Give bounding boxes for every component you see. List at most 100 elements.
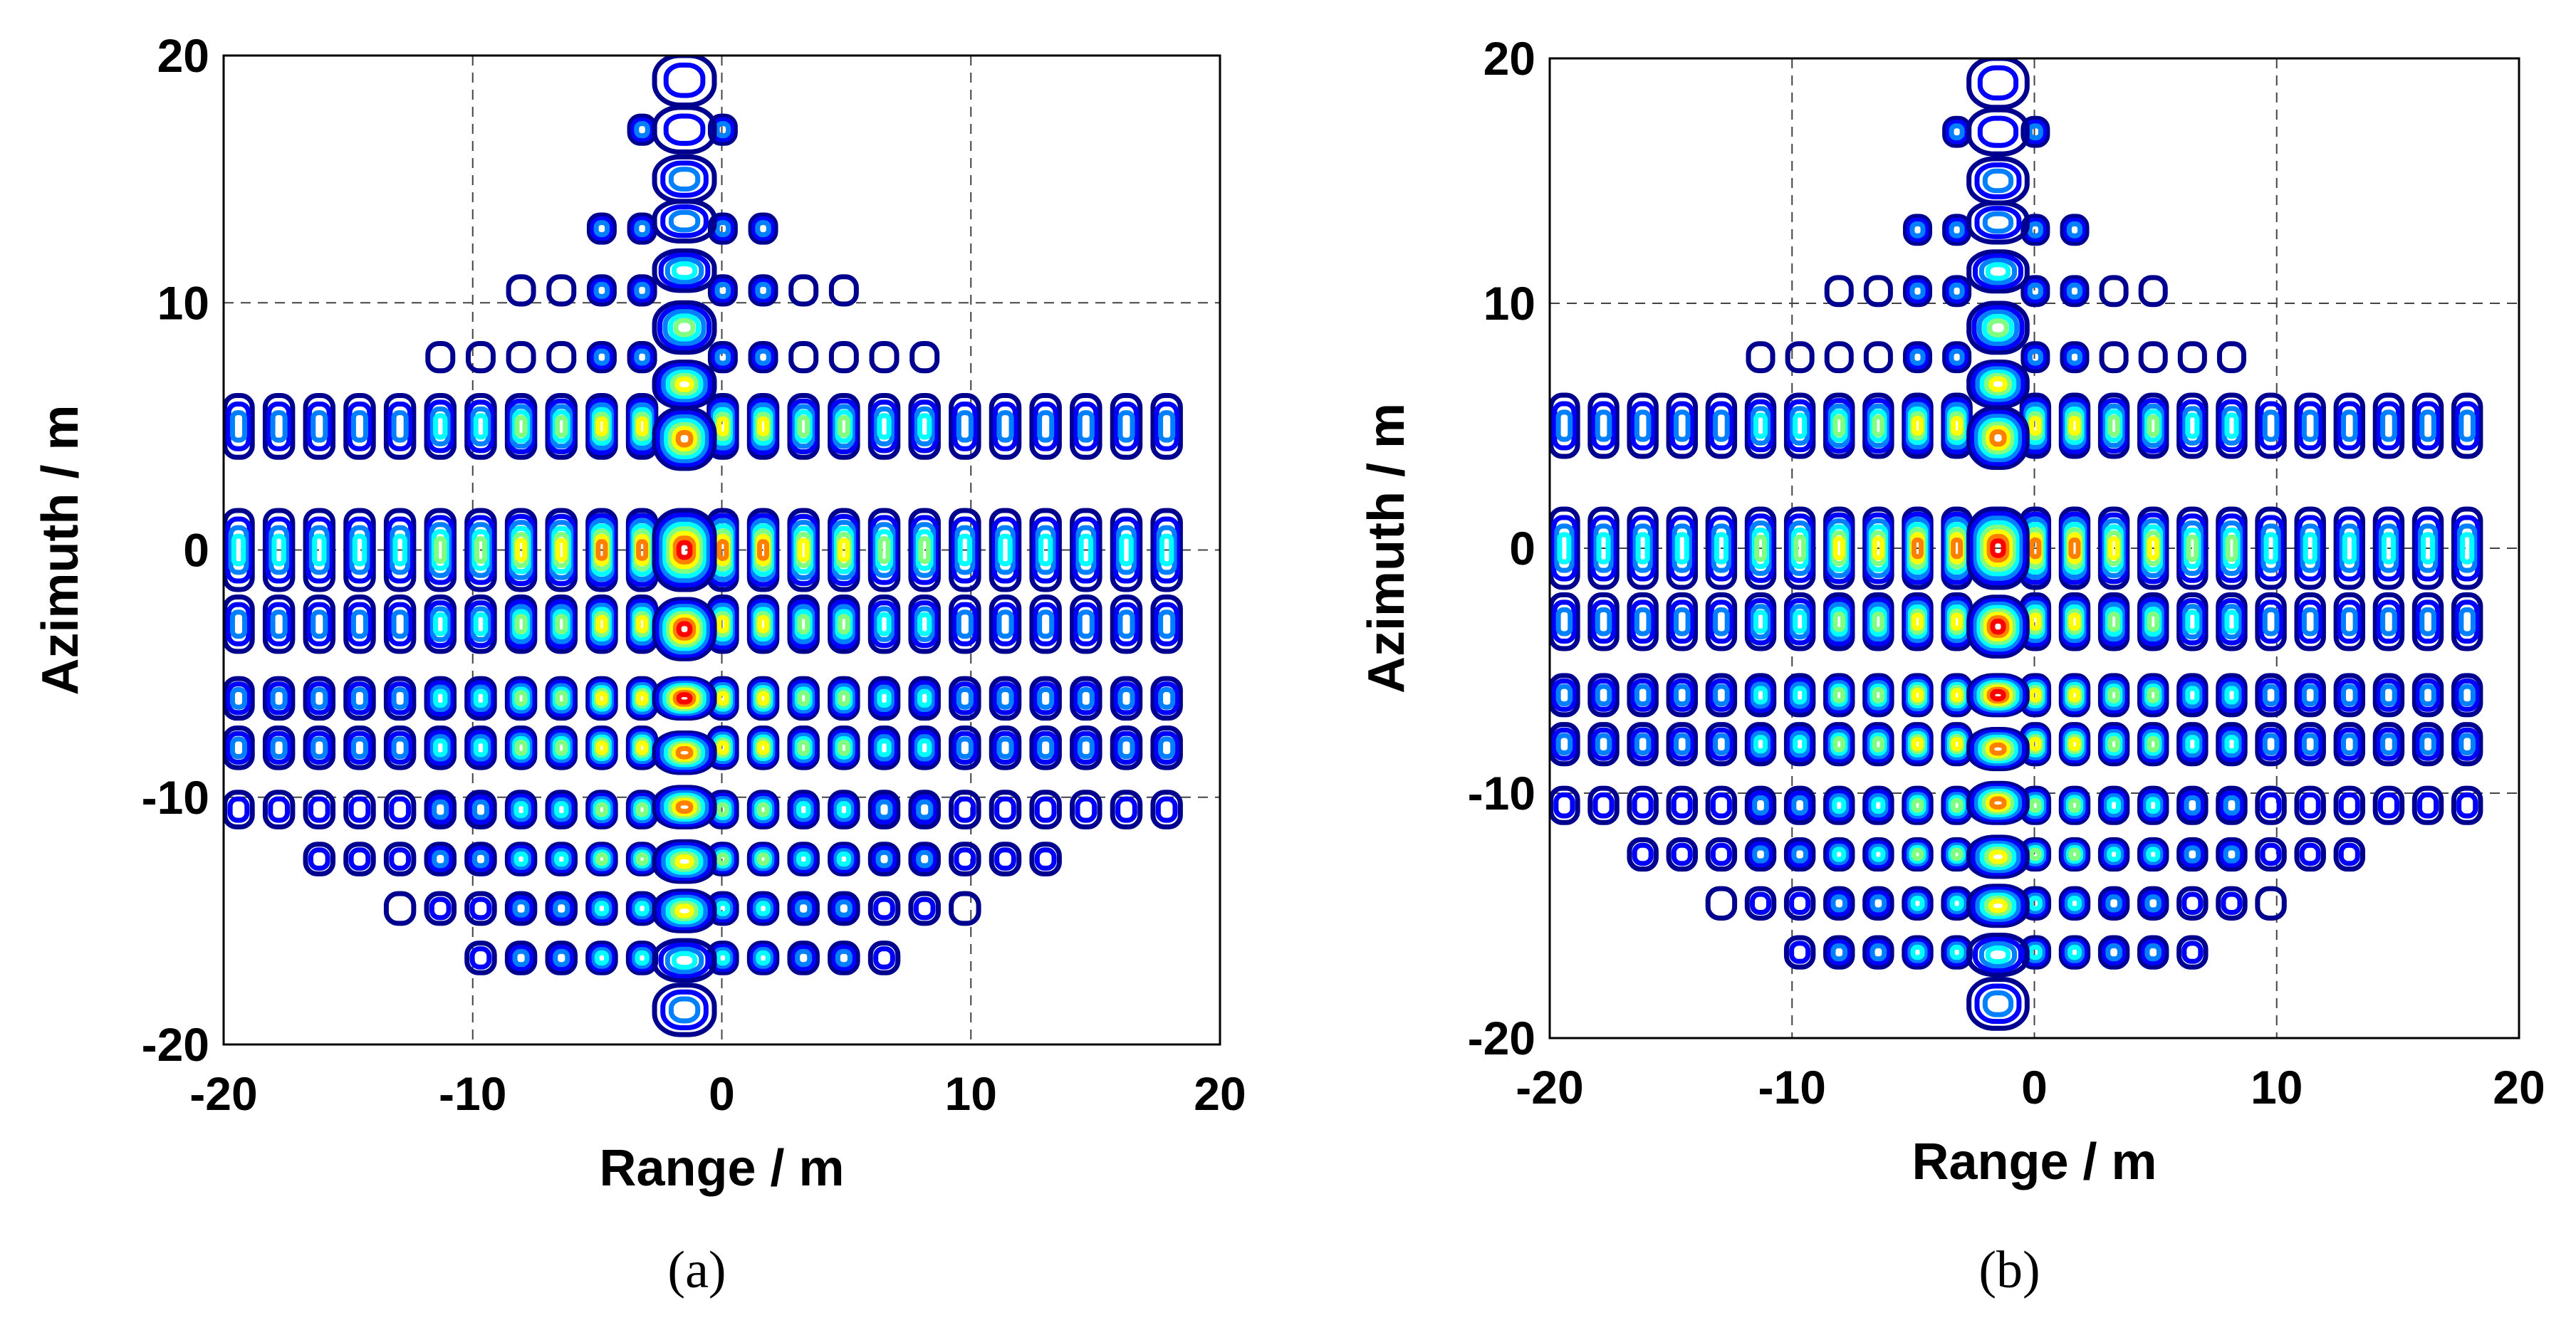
contour-ring <box>1750 891 1772 916</box>
y-tick-label: 10 <box>1483 277 1535 330</box>
contour-ring <box>2372 673 2405 718</box>
contour-ring <box>391 410 409 443</box>
contour-ring <box>750 943 777 973</box>
contour-ring <box>1832 611 1846 632</box>
contour-ring <box>652 785 717 829</box>
contour-ring <box>506 341 536 374</box>
contour-ring <box>2457 523 2478 573</box>
contour-ring <box>2029 416 2042 436</box>
contour-ring <box>1951 612 1964 631</box>
contour-ring <box>652 508 717 592</box>
contour-ring <box>348 847 371 871</box>
contour-ring <box>387 681 413 716</box>
contour-ring <box>1595 607 1612 637</box>
contour-ring <box>352 533 367 567</box>
contour-ring <box>1713 733 1730 755</box>
contour-ring <box>1591 401 1616 451</box>
contour-ring <box>908 676 941 721</box>
contour-ring <box>831 895 857 922</box>
contour-ring <box>1862 935 1894 970</box>
contour-ring <box>2181 891 2204 916</box>
contour-ring <box>663 113 706 146</box>
contour-ring <box>1978 788 2018 817</box>
contour-ring <box>553 948 570 968</box>
contour-ring <box>2221 730 2242 758</box>
contour-ring <box>268 796 290 823</box>
contour-ring <box>311 736 328 760</box>
contour-ring <box>2066 348 2083 366</box>
contour-ring <box>548 895 574 922</box>
contour-ring <box>659 414 709 464</box>
contour-ring <box>908 392 941 460</box>
contour-ring <box>636 691 649 706</box>
contour-ring <box>2411 506 2444 590</box>
contour-ring <box>1871 847 1886 862</box>
contour-ring <box>2301 409 2319 442</box>
contour-ring <box>1945 120 1968 145</box>
contour-ring <box>2146 797 2161 815</box>
contour-ring <box>427 795 453 825</box>
contour-ring <box>1747 677 1774 713</box>
contour-ring <box>2179 598 2206 646</box>
contour-ring <box>1823 785 1855 825</box>
contour-ring <box>593 348 610 366</box>
contour-ring <box>1945 345 1968 370</box>
contour-ring <box>1791 845 1808 864</box>
contour-ring <box>1555 733 1573 755</box>
contour-ring <box>835 899 852 918</box>
contour-ring <box>1949 348 1965 366</box>
contour-ring <box>872 846 897 873</box>
contour-ring <box>1978 258 2018 286</box>
contour-ring <box>1154 602 1179 646</box>
contour-ring <box>1587 785 1620 825</box>
contour-ring <box>1971 837 2025 876</box>
contour-ring <box>2147 414 2160 437</box>
contour-ring <box>1119 533 1134 567</box>
contour-ring <box>707 341 738 374</box>
contour-ring <box>836 801 852 819</box>
contour-ring <box>1029 594 1062 654</box>
contour-ring <box>674 376 694 392</box>
contour-ring <box>2380 607 2397 637</box>
contour-ring <box>672 743 697 763</box>
contour-ring <box>469 946 492 970</box>
contour-ring <box>949 790 981 829</box>
contour-ring <box>514 614 528 635</box>
contour-ring <box>2218 726 2245 763</box>
contour-ring <box>746 891 780 926</box>
contour-ring <box>1746 341 1775 374</box>
contour-ring <box>1966 406 2030 470</box>
contour-ring <box>1150 594 1183 654</box>
contour-ring <box>2064 892 2085 914</box>
contour-ring <box>1709 599 1733 644</box>
contour-ring <box>1872 687 1885 703</box>
x-tick-label: 0 <box>709 1067 735 1120</box>
contour-ring <box>2141 939 2166 966</box>
contour-ring <box>1034 796 1057 823</box>
contour-ring <box>1666 837 1698 872</box>
contour-ring <box>1669 515 1695 582</box>
contour-ring <box>674 904 694 918</box>
panel-b: -20 -10 0 10 20 -20 -10 0 10 20 Range / m Azimuth /… <box>1358 32 2545 1299</box>
contour-ring <box>1983 372 2013 396</box>
contour-ring <box>434 536 447 564</box>
contour-ring <box>2372 785 2405 825</box>
contour-ring <box>515 538 528 562</box>
x-tick-label: 20 <box>2493 1061 2545 1114</box>
contour-ring <box>714 121 731 139</box>
contour-ring <box>1587 722 1620 767</box>
contour-ring <box>1073 402 1099 451</box>
contour-ring <box>1862 886 1894 921</box>
contour-ring <box>1150 676 1183 721</box>
contour-ring <box>2216 722 2248 767</box>
contour-ring <box>908 594 941 654</box>
contour-ring <box>835 948 852 968</box>
contour-ring <box>2224 686 2239 705</box>
contour-ring <box>664 792 705 822</box>
contour-ring <box>470 606 491 642</box>
contour-ring <box>427 399 454 454</box>
contour-ring <box>2029 847 2042 861</box>
contour-ring <box>673 318 696 337</box>
contour-ring <box>2298 599 2322 644</box>
contour-ring <box>1555 409 1573 442</box>
